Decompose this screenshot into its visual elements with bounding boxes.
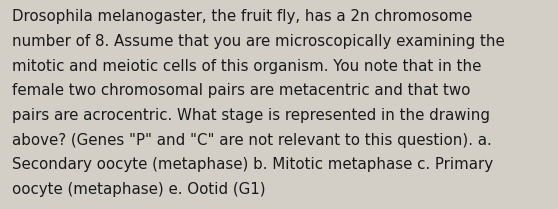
Text: pairs are acrocentric. What stage is represented in the drawing: pairs are acrocentric. What stage is rep… — [12, 108, 490, 123]
Text: female two chromosomal pairs are metacentric and that two: female two chromosomal pairs are metacen… — [12, 83, 470, 98]
Text: number of 8. Assume that you are microscopically examining the: number of 8. Assume that you are microsc… — [12, 34, 505, 49]
Text: Drosophila melanogaster, the fruit fly, has a 2n chromosome: Drosophila melanogaster, the fruit fly, … — [12, 9, 473, 24]
Text: Secondary oocyte (metaphase) b. Mitotic metaphase c. Primary: Secondary oocyte (metaphase) b. Mitotic … — [12, 157, 493, 172]
Text: above? (Genes "P" and "C" are not relevant to this question). a.: above? (Genes "P" and "C" are not releva… — [12, 133, 492, 148]
Text: oocyte (metaphase) e. Ootid (G1): oocyte (metaphase) e. Ootid (G1) — [12, 182, 266, 197]
Text: mitotic and meiotic cells of this organism. You note that in the: mitotic and meiotic cells of this organi… — [12, 59, 482, 74]
